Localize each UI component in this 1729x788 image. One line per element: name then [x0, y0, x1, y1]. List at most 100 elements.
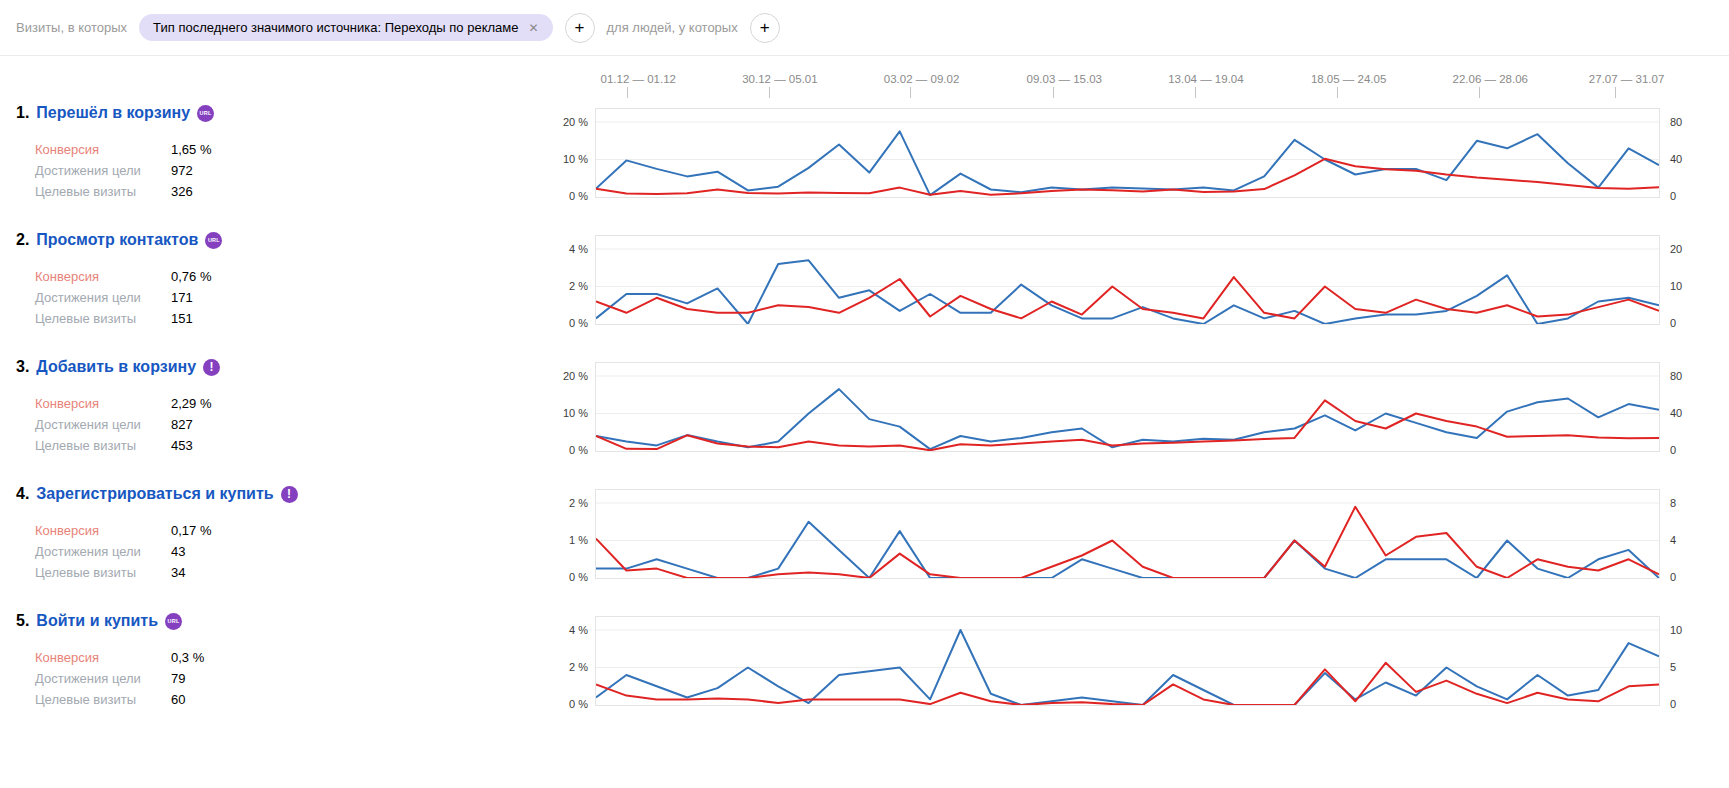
- left-percent-axis: 4 % 2 % 0 %: [550, 616, 595, 706]
- people-condition-label: для людей, у которых: [607, 20, 738, 35]
- axis-tick-label: 20 %: [563, 370, 588, 382]
- axis-tick-label: 10: [1670, 624, 1682, 636]
- goal-info: 1. Перешёл в корзину URL Конверсия 1,65 …: [0, 98, 550, 225]
- goal-reaches-label: Достижения цели: [35, 290, 171, 305]
- goal-reaches-value: 79: [171, 671, 185, 686]
- conversion-value: 0,3 %: [171, 650, 204, 665]
- stat-row: Конверсия 1,65 %: [35, 139, 550, 160]
- goal-link[interactable]: Просмотр контактов: [36, 231, 198, 249]
- goal-link[interactable]: Войти и купить: [36, 612, 158, 630]
- goal-chart: 2 % 1 % 0 % 8 4 0: [550, 489, 1705, 606]
- axis-tick-label: 80: [1670, 116, 1682, 128]
- target-visits-value: 34: [171, 565, 185, 580]
- goal-reaches-value: 972: [171, 163, 193, 178]
- conversion-label: Конверсия: [35, 142, 171, 157]
- stat-row: Достижения цели 43: [35, 541, 550, 562]
- stat-row: Целевые визиты 34: [35, 562, 550, 583]
- date-range-label: 18.05 — 24.05: [1311, 73, 1386, 85]
- goal-reaches-label: Достижения цели: [35, 417, 171, 432]
- axis-tick-label: 5: [1670, 661, 1676, 673]
- axis-tick-label: 10 %: [563, 153, 588, 165]
- conversion-label: Конверсия: [35, 396, 171, 411]
- date-range-label: 01.12 — 01.12: [601, 73, 676, 85]
- axis-tick-label: 80: [1670, 370, 1682, 382]
- line-chart[interactable]: [595, 362, 1660, 452]
- goal-row-3: 3. Добавить в корзину ! Конверсия 2,29 %…: [0, 352, 1729, 479]
- right-count-axis: 80 40 0: [1660, 108, 1705, 198]
- goal-number: 1.: [16, 104, 29, 122]
- axis-tick: [769, 87, 770, 98]
- conversion-value: 0,17 %: [171, 523, 211, 538]
- target-visits-value: 453: [171, 438, 193, 453]
- source-filter-chip-label: Тип последнего значимого источника: Пере…: [153, 20, 518, 35]
- target-visits-value: 151: [171, 311, 193, 326]
- axis-tick-label: 40: [1670, 153, 1682, 165]
- goal-reaches-label: Достижения цели: [35, 163, 171, 178]
- goal-info: 4. Зарегистрироваться и купить ! Конверс…: [0, 479, 550, 606]
- goal-reaches-line: [596, 389, 1659, 449]
- add-people-filter-button[interactable]: +: [750, 13, 780, 43]
- line-chart[interactable]: [595, 489, 1660, 579]
- goal-chart: 20 % 10 % 0 % 80 40 0: [550, 362, 1705, 479]
- stat-row: Целевые визиты 60: [35, 689, 550, 710]
- axis-tick-label: 20 %: [563, 116, 588, 128]
- goal-reaches-label: Достижения цели: [35, 671, 171, 686]
- axis-tick: [1053, 87, 1054, 98]
- left-percent-axis: 2 % 1 % 0 %: [550, 489, 595, 579]
- goal-info: 2. Просмотр контактов URL Конверсия 0,76…: [0, 225, 550, 352]
- goal-link[interactable]: Зарегистрироваться и купить: [36, 485, 273, 503]
- conversion-line: [596, 507, 1659, 578]
- right-count-axis: 20 10 0: [1660, 235, 1705, 325]
- conversion-label: Конверсия: [35, 523, 171, 538]
- stat-row: Целевые визиты 453: [35, 435, 550, 456]
- goal-link[interactable]: Добавить в корзину: [36, 358, 196, 376]
- goal-row-5: 5. Войти и купить URL Конверсия 0,3 % До…: [0, 606, 1729, 733]
- left-percent-axis: 20 % 10 % 0 %: [550, 108, 595, 198]
- axis-tick-label: 10 %: [563, 407, 588, 419]
- line-chart[interactable]: [595, 108, 1660, 198]
- axis-tick-label: 4: [1670, 534, 1676, 546]
- goal-number: 4.: [16, 485, 29, 503]
- left-percent-axis: 4 % 2 % 0 %: [550, 235, 595, 325]
- axis-tick-label: 0 %: [569, 317, 588, 329]
- visits-condition-label: Визиты, в которых: [16, 20, 127, 35]
- add-visit-filter-button[interactable]: +: [565, 13, 595, 43]
- goal-reaches-line: [596, 522, 1659, 578]
- date-range-label: 13.04 — 19.04: [1168, 73, 1243, 85]
- conversion-label: Конверсия: [35, 650, 171, 665]
- goal-chart: 4 % 2 % 0 % 20 10 0: [550, 235, 1705, 352]
- axis-tick-label: 10: [1670, 280, 1682, 292]
- close-icon[interactable]: ✕: [528, 21, 538, 35]
- conversion-label: Конверсия: [35, 269, 171, 284]
- axis-tick-label: 8: [1670, 497, 1676, 509]
- axis-tick-label: 0 %: [569, 190, 588, 202]
- source-filter-chip[interactable]: Тип последнего значимого источника: Пере…: [139, 14, 552, 41]
- url-goal-badge-icon: URL: [205, 232, 222, 249]
- stat-row: Целевые визиты 326: [35, 181, 550, 202]
- goal-reaches-line: [596, 131, 1659, 195]
- axis-tick-label: 2 %: [569, 497, 588, 509]
- date-range-label: 09.03 — 15.03: [1027, 73, 1102, 85]
- axis-tick-label: 0: [1670, 190, 1676, 202]
- target-visits-value: 326: [171, 184, 193, 199]
- line-chart[interactable]: [595, 616, 1660, 706]
- target-visits-value: 60: [171, 692, 185, 707]
- target-visits-label: Целевые визиты: [35, 438, 171, 453]
- conversion-line: [596, 663, 1659, 705]
- axis-tick: [1615, 87, 1616, 98]
- goal-row-1: 1. Перешёл в корзину URL Конверсия 1,65 …: [0, 98, 1729, 225]
- axis-tick-label: 0: [1670, 571, 1676, 583]
- stat-row: Достижения цели 171: [35, 287, 550, 308]
- goal-chart: 20 % 10 % 0 % 80 40 0: [550, 108, 1705, 225]
- axis-tick-label: 2 %: [569, 661, 588, 673]
- right-count-axis: 8 4 0: [1660, 489, 1705, 579]
- stat-row: Достижения цели 972: [35, 160, 550, 181]
- url-goal-badge-icon: URL: [165, 613, 182, 630]
- stat-row: Конверсия 2,29 %: [35, 393, 550, 414]
- stat-row: Достижения цели 79: [35, 668, 550, 689]
- axis-tick-label: 4 %: [569, 624, 588, 636]
- goal-link[interactable]: Перешёл в корзину: [36, 104, 190, 122]
- goal-reaches-line: [596, 260, 1659, 324]
- left-percent-axis: 20 % 10 % 0 %: [550, 362, 595, 452]
- line-chart[interactable]: [595, 235, 1660, 325]
